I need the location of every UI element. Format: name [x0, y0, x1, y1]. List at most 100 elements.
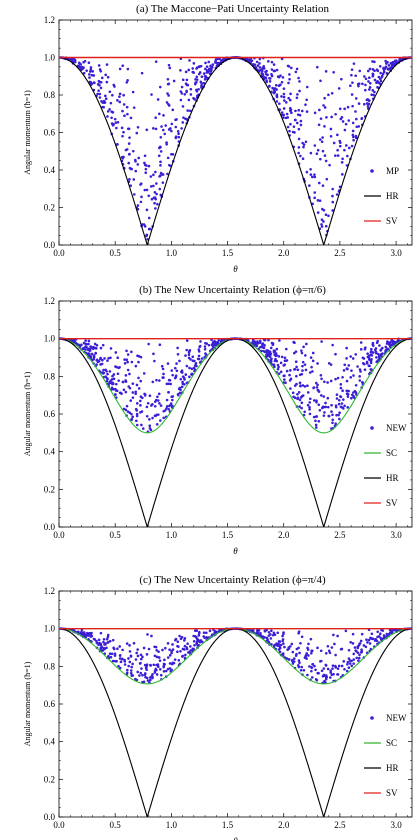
- scatter-point: [358, 379, 362, 382]
- scatter-point: [82, 71, 86, 75]
- scatter-point: [314, 678, 318, 681]
- scatter-point: [323, 411, 326, 414]
- scatter-point: [188, 375, 191, 379]
- scatter-point: [268, 355, 272, 358]
- scatter-point: [281, 76, 285, 79]
- line-series-sc: [59, 628, 412, 685]
- scatter-point: [127, 161, 131, 165]
- scatter-point: [176, 130, 180, 133]
- scatter-point: [196, 643, 199, 647]
- scatter-point: [191, 355, 195, 359]
- scatter-point: [104, 97, 108, 101]
- scatter-point: [317, 123, 321, 127]
- scatter-point: [192, 634, 195, 638]
- legend-label-sv: SV: [386, 788, 398, 798]
- scatter-point: [331, 187, 334, 191]
- scatter-point: [154, 667, 158, 671]
- scatter-point: [347, 119, 351, 122]
- scatter-point: [145, 663, 149, 666]
- scatter-point: [167, 94, 170, 97]
- scatter-point: [324, 405, 328, 409]
- scatter-point: [341, 398, 345, 401]
- scatter-point: [379, 71, 382, 75]
- scatter-point: [197, 634, 201, 637]
- legend-label-sv: SV: [386, 216, 398, 226]
- scatter-point: [187, 68, 191, 72]
- scatter-point: [332, 633, 335, 637]
- scatter-point: [93, 342, 97, 346]
- scatter-point: [177, 132, 180, 136]
- scatter-point: [267, 60, 270, 63]
- scatter-point: [105, 379, 109, 383]
- scatter-point: [99, 356, 102, 360]
- scatter-point: [184, 354, 187, 357]
- legend-label-sc: SC: [386, 738, 397, 748]
- scatter-point: [128, 411, 132, 415]
- x-tick-label: 0.0: [53, 530, 65, 540]
- scatter-point: [153, 414, 157, 418]
- scatter-point: [202, 72, 206, 75]
- scatter-point: [336, 376, 340, 380]
- scatter-point: [275, 94, 279, 98]
- scatter-point: [81, 67, 84, 71]
- scatter-point: [296, 396, 300, 400]
- scatter-point: [398, 58, 401, 62]
- scatter-point: [265, 636, 269, 640]
- scatter-point: [114, 121, 118, 124]
- scatter-point: [71, 58, 74, 61]
- scatter-point: [80, 65, 83, 69]
- scatter-point: [308, 408, 311, 411]
- scatter-point: [341, 173, 344, 176]
- scatter-point: [153, 201, 156, 205]
- scatter-point: [256, 628, 259, 632]
- scatter-point: [327, 649, 331, 653]
- scatter-point: [158, 667, 162, 671]
- scatter-point: [375, 81, 378, 85]
- scatter-point: [181, 375, 185, 378]
- scatter-point: [99, 643, 103, 647]
- scatter-point: [197, 350, 201, 353]
- scatter-point: [155, 182, 158, 185]
- scatter-point: [99, 631, 103, 635]
- x-tick-label: 2.0: [278, 820, 290, 830]
- scatter-point: [380, 75, 384, 79]
- scatter-point: [108, 90, 112, 94]
- scatter-point: [143, 188, 147, 192]
- scatter-point: [145, 208, 149, 212]
- scatter-point: [295, 67, 299, 71]
- scatter-point: [327, 93, 330, 97]
- x-tick-label: 3.0: [390, 530, 402, 540]
- scatter-point: [100, 76, 104, 80]
- line-series-hr: [59, 338, 412, 527]
- scatter-point: [307, 654, 310, 657]
- scatter-point: [161, 648, 164, 652]
- scatter-point: [135, 402, 139, 405]
- scatter-point: [298, 373, 302, 377]
- scatter-point: [313, 175, 317, 179]
- scatter-point: [154, 116, 157, 119]
- scatter-point: [261, 343, 264, 346]
- scatter-point: [274, 83, 278, 87]
- scatter-point: [271, 633, 275, 637]
- scatter-point: [199, 80, 203, 84]
- scatter-point: [364, 645, 368, 649]
- scatter-point: [359, 348, 363, 351]
- scatter-point: [181, 655, 184, 658]
- scatter-point: [305, 85, 309, 89]
- scatter-point: [336, 634, 339, 638]
- scatter-point: [357, 659, 360, 662]
- scatter-point: [130, 665, 133, 669]
- scatter-point: [106, 115, 109, 118]
- scatter-point: [282, 113, 286, 117]
- scatter-point: [341, 157, 344, 161]
- scatter-point: [285, 359, 289, 362]
- scatter-point: [106, 110, 110, 113]
- scatter-point: [351, 121, 355, 125]
- scatter-point: [97, 638, 101, 642]
- scatter-point: [126, 112, 129, 116]
- scatter-point: [281, 639, 285, 643]
- scatter-point: [293, 384, 297, 387]
- scatter-point: [152, 196, 156, 200]
- scatter-point: [136, 670, 140, 674]
- scatter-point: [166, 82, 170, 86]
